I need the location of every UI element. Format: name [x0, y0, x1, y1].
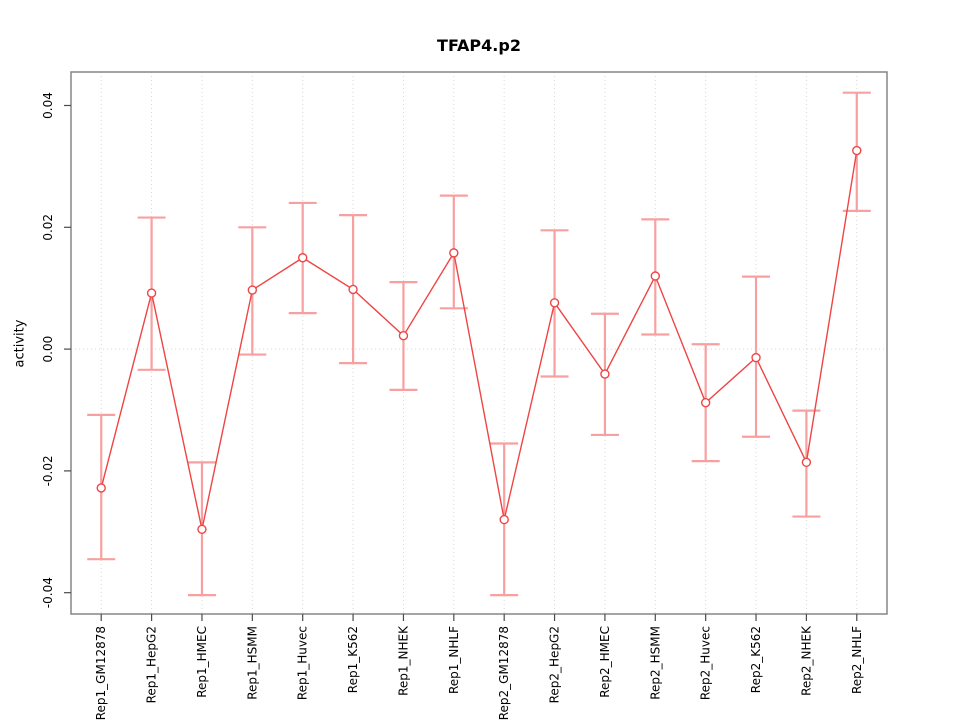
data-point [549, 298, 560, 308]
x-tick-label: Rep2_NHLF [850, 626, 864, 694]
data-point [801, 457, 812, 468]
data-point [700, 397, 711, 408]
y-tick-label: -0.04 [41, 577, 55, 608]
x-tick-label: Rep1_NHEK [396, 625, 410, 696]
data-point [247, 285, 258, 295]
y-tick-label: -0.02 [41, 455, 55, 486]
plot-border [70, 71, 888, 615]
x-tick-label: Rep2_GM12878 [497, 626, 511, 720]
series-line [100, 150, 858, 530]
y-tick-label: 0.00 [41, 336, 55, 363]
x-tick-label: Rep2_HepG2 [548, 626, 562, 703]
data-point [298, 253, 308, 263]
x-tick-label: Rep1_Huvec [296, 626, 310, 700]
data-point [499, 514, 509, 525]
data-point [348, 284, 358, 295]
data-point [197, 524, 207, 535]
x-tick-label: Rep1_K562 [346, 626, 360, 693]
chart-title: TFAP4.p2 [437, 36, 521, 55]
data-point [650, 271, 660, 281]
x-tick-label: Rep2_HMEC [598, 626, 612, 698]
x-tick-label: Rep2_NHEK [799, 625, 813, 696]
y-tick-label: 0.04 [41, 92, 55, 119]
x-tick-label: Rep2_HSMM [648, 626, 662, 700]
y-axis-label: activity [12, 319, 28, 368]
data-point [852, 145, 862, 156]
x-tick-label: Rep1_NHLF [447, 626, 461, 694]
x-tick-label: Rep1_HSMM [245, 626, 259, 700]
data-point [146, 288, 157, 298]
x-tick-label: Rep1_HepG2 [145, 626, 159, 703]
x-tick-label: Rep1_HMEC [195, 626, 209, 698]
y-tick-label: 0.02 [41, 214, 55, 241]
data-point [751, 352, 761, 363]
data-point [398, 330, 409, 341]
data-point [96, 483, 106, 493]
x-tick-label: Rep2_Huvec [699, 626, 713, 700]
x-tick-label: Rep2_K562 [749, 626, 763, 693]
data-point [449, 248, 459, 258]
data-point [600, 369, 610, 379]
x-tick-label: Rep1_GM12878 [94, 626, 108, 720]
